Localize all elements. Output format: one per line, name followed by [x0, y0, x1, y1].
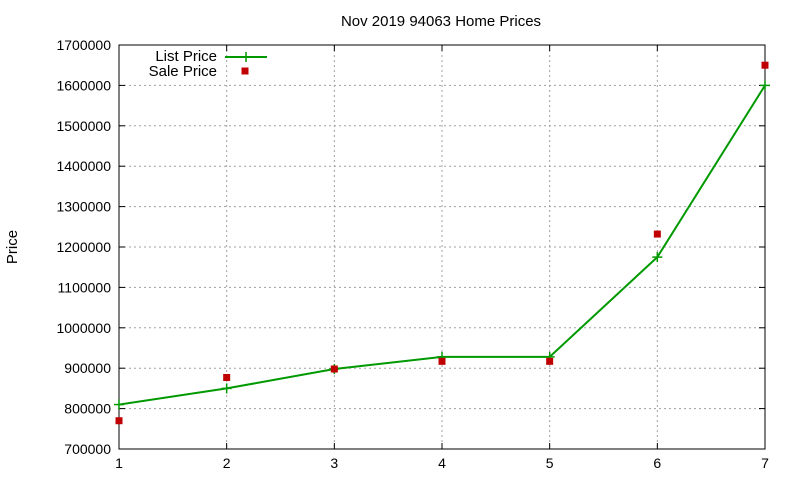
y-tick-label: 1600000 — [56, 77, 111, 93]
y-tick-label: 1100000 — [58, 279, 112, 295]
sale-price-point — [546, 357, 554, 365]
y-tick-label: 1000000 — [56, 320, 111, 336]
legend-marker-sale-price — [241, 67, 249, 75]
y-tick-label: 1500000 — [56, 118, 111, 134]
sale-price-point — [223, 373, 231, 381]
grid — [119, 45, 765, 449]
ticks: 700000 800000 900000 1000000 1100000 1200000 1… — [56, 37, 769, 471]
y-tick-label: 1200000 — [56, 239, 111, 255]
x-tick-label: 5 — [546, 455, 554, 471]
x-tick-label: 3 — [330, 455, 338, 471]
x-tick-label: 2 — [223, 455, 231, 471]
x-tick-label: 1 — [115, 455, 123, 471]
sale-price-point — [330, 365, 338, 373]
y-tick-label: 800000 — [64, 401, 111, 417]
y-tick-label: 700000 — [64, 441, 111, 457]
y-tick-label: 900000 — [64, 360, 111, 376]
sale-price-point — [115, 417, 123, 425]
chart-title: Nov 2019 94063 Home Prices — [341, 13, 541, 30]
legend-marker-list-price — [241, 52, 251, 62]
sale-price-point — [761, 61, 769, 69]
sale-price-point — [653, 230, 661, 238]
y-axis-label: Price — [4, 230, 21, 264]
series-layer — [114, 61, 770, 425]
y-tick-label: 1400000 — [56, 158, 111, 174]
legend: List Price Sale Price — [149, 48, 267, 80]
legend-label-sale-price: Sale Price — [149, 63, 217, 80]
list-price-point — [760, 80, 770, 91]
x-tick-label: 6 — [653, 455, 661, 471]
x-tick-label: 4 — [438, 455, 446, 471]
list-price-point — [114, 399, 124, 410]
list-price-point — [221, 383, 232, 394]
y-tick-label: 1300000 — [56, 199, 111, 215]
y-tick-label: 1700000 — [56, 37, 111, 53]
sale-price-point — [438, 357, 446, 365]
legend-label-list-price: List Price — [155, 48, 217, 65]
list-price-point — [652, 252, 663, 263]
x-tick-label: 7 — [761, 455, 769, 471]
